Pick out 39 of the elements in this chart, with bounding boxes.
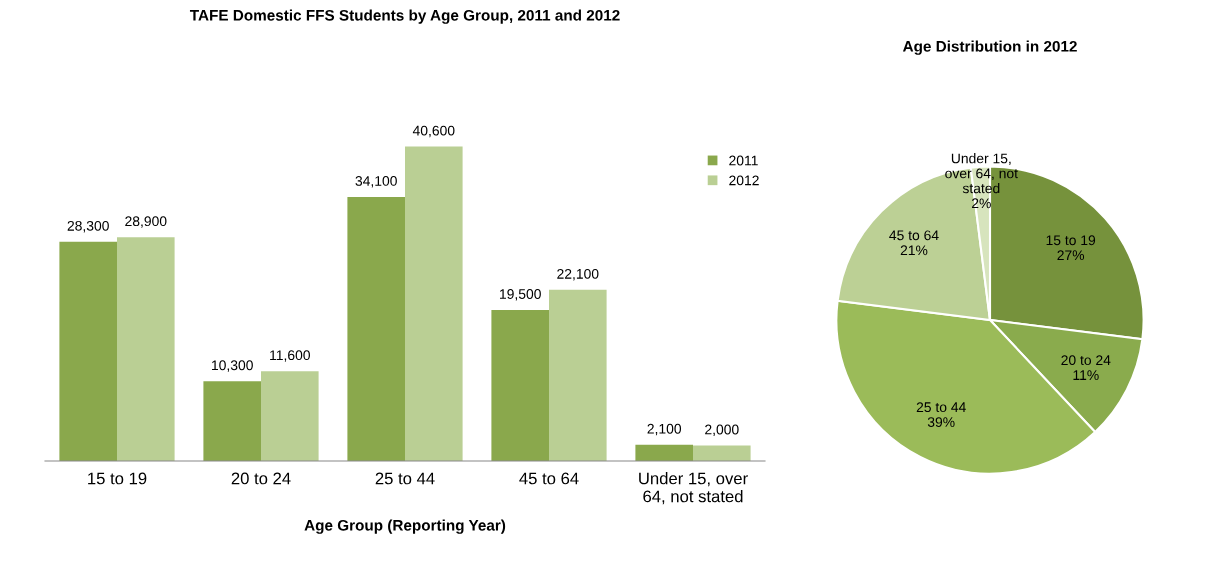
x-tick-label: 15 to 19: [88, 472, 147, 485]
x-axis-title: Age Group (Reporting Year): [304, 519, 506, 534]
data-label: 22,100: [557, 268, 599, 281]
slice-label: 15 to 19: [1046, 235, 1096, 246]
slice-label: 25 to 44: [916, 402, 966, 413]
data-label: 34,100: [355, 176, 397, 188]
bar: [203, 381, 261, 461]
data-label: 2,000: [705, 424, 739, 437]
data-label: 11,600: [270, 350, 310, 362]
bar: [549, 289, 607, 461]
data-label: 2%: [971, 198, 991, 209]
data-label: 10,300: [212, 360, 253, 372]
data-label: 27%: [1057, 250, 1085, 261]
bar: [405, 146, 463, 461]
bar: [261, 371, 319, 461]
data-label: 2,100: [647, 423, 682, 436]
x-tick-label: 25 to 44: [375, 472, 435, 485]
bar: [635, 444, 693, 461]
x-tick-label: 45 to 64: [519, 472, 579, 485]
bar: [491, 309, 549, 461]
data-label: 21%: [900, 245, 928, 256]
x-tick-label: Under 15, over 64, not stated: [639, 472, 748, 505]
data-label: 40,600: [412, 125, 455, 138]
chart-title: TAFE Domestic FFS Students by Age Group, 2011 and 2012: [189, 9, 620, 24]
bar: [59, 241, 117, 461]
slice-label: 20 to 24: [1061, 355, 1111, 366]
data-label: 28,300: [67, 220, 109, 233]
slice-label: 45 to 64: [889, 230, 939, 241]
bar: [117, 237, 175, 461]
legend-label: 2012: [729, 175, 759, 186]
data-label: 28,900: [125, 216, 167, 228]
chart-title: Age Distribution in 2012: [902, 40, 1077, 55]
data-label: 11%: [1073, 370, 1099, 380]
data-label: 39%: [927, 417, 955, 428]
x-tick-label: 20 to 24: [231, 472, 291, 485]
bar: [693, 445, 751, 461]
bar: [347, 196, 405, 461]
data-label: 19,500: [500, 289, 541, 301]
legend-label: 2011: [729, 155, 758, 166]
